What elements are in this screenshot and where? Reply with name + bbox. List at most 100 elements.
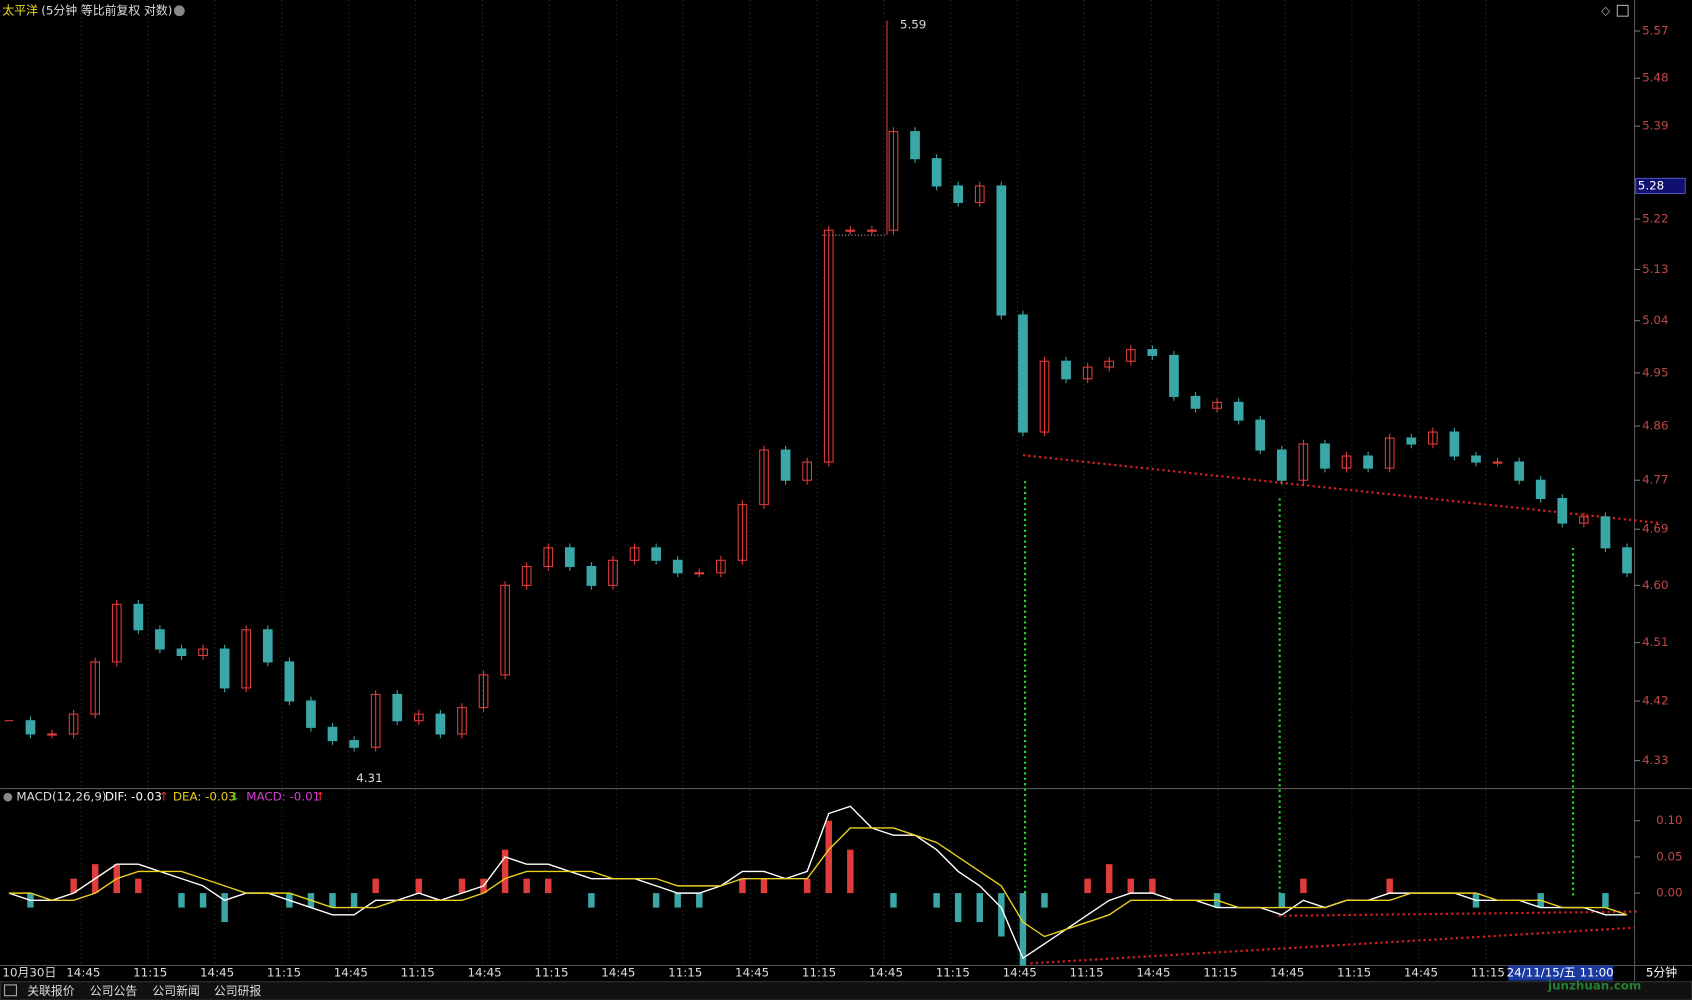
indicator-icon[interactable]	[3, 792, 13, 802]
y-tick-label: 5.48	[1642, 71, 1668, 85]
x-tick-label: 14:45	[1136, 966, 1170, 980]
macd-bar	[976, 893, 984, 923]
toolbar-tab[interactable]: 公司公告	[90, 984, 138, 998]
candle	[1039, 360, 1050, 433]
candle	[716, 559, 726, 574]
macd-bar	[1278, 893, 1286, 908]
candle	[327, 726, 338, 742]
cursor-time-box	[1508, 965, 1613, 981]
macd-bar	[199, 893, 207, 908]
candle	[1600, 516, 1611, 549]
y-tick-label: 4.95	[1642, 365, 1668, 379]
current-price-label: 5.28	[1638, 178, 1664, 192]
indicator-title: MACD(12,26,9)	[16, 790, 106, 804]
macd-bar	[329, 893, 336, 908]
x-tick-label: 11:15	[1337, 966, 1371, 980]
y-tick-label: 4.51	[1642, 635, 1668, 649]
candle	[1276, 449, 1287, 481]
candle	[68, 713, 79, 735]
candle	[1579, 516, 1589, 524]
candle	[1061, 360, 1071, 380]
candle	[47, 733, 57, 736]
candle	[672, 559, 683, 574]
y-tick-label: 0.00	[1656, 886, 1682, 900]
icon[interactable]	[1616, 4, 1629, 17]
candle	[241, 629, 252, 689]
candle	[737, 504, 748, 561]
candle	[1233, 401, 1244, 421]
candle	[111, 603, 122, 663]
y-tick-label: 5.13	[1642, 262, 1668, 276]
x-tick-label: 11:15	[1069, 966, 1103, 980]
x-tick-label: 14:45	[66, 966, 100, 980]
trend-line	[1030, 926, 1635, 965]
y-tick-label: 4.60	[1642, 578, 1668, 592]
macd-bar	[178, 893, 185, 908]
candle	[25, 720, 36, 735]
macd-bar	[1105, 864, 1113, 894]
x-tick-label: 11:15	[936, 966, 970, 980]
icon[interactable]: ◇	[1601, 3, 1611, 17]
x-tick-label: 10月30日	[2, 966, 56, 980]
candle	[867, 229, 877, 232]
settings-icon[interactable]	[173, 5, 185, 17]
candle	[1514, 461, 1524, 481]
x-tick-label: 14:45	[334, 966, 368, 980]
legend-arrow: ↑	[315, 790, 325, 804]
x-tick-label: 11:15	[802, 966, 836, 980]
y-tick-label: 4.42	[1642, 694, 1668, 708]
candle	[1492, 461, 1503, 464]
y-tick-label: 4.86	[1642, 419, 1668, 433]
candle	[392, 693, 403, 722]
candle	[910, 131, 920, 160]
macd-bar	[998, 893, 1005, 937]
toolbar-tab[interactable]: 关联报价	[27, 984, 75, 998]
y-tick-label: 5.22	[1642, 212, 1668, 226]
macd-bar	[739, 878, 746, 894]
indicator-line	[8, 827, 1628, 938]
candle	[759, 449, 769, 506]
x-tick-label: 11:15	[668, 966, 702, 980]
candle	[1212, 401, 1222, 409]
candle	[1363, 455, 1373, 469]
candle	[1341, 455, 1352, 469]
candle	[176, 648, 187, 657]
period-label: 5分钟	[1646, 966, 1677, 980]
candle	[284, 661, 295, 702]
candle	[435, 713, 446, 735]
macd-bar	[803, 878, 811, 894]
trend-line	[1278, 910, 1640, 917]
x-tick-label: 11:15	[401, 966, 435, 980]
y-tick-label: 5.57	[1642, 24, 1668, 38]
macd-bar	[652, 893, 660, 908]
candle	[133, 603, 144, 631]
macd-bar	[1084, 878, 1091, 894]
legend-entry: DEA: -0.03	[173, 790, 236, 804]
macd-bar	[135, 878, 142, 894]
toolbar-tab[interactable]: 公司研报	[214, 984, 262, 998]
candle	[888, 131, 899, 231]
macd-bar	[501, 849, 509, 894]
candle	[974, 185, 985, 203]
macd-bar	[890, 893, 897, 908]
candle	[1255, 419, 1266, 451]
candle	[1622, 547, 1632, 574]
legend-arrow: ↓	[230, 790, 240, 804]
x-tick-label: 14:45	[1003, 966, 1037, 980]
low-label: 4.31	[356, 771, 382, 785]
candle	[219, 648, 230, 689]
x-tick-label: 11:15	[267, 966, 301, 980]
macd-bar	[545, 878, 552, 894]
candle	[90, 661, 101, 715]
candle	[349, 740, 359, 748]
candle	[478, 674, 489, 709]
y-tick-label: 5.39	[1642, 119, 1668, 133]
candle	[1406, 437, 1417, 445]
macd-bar	[1386, 878, 1393, 894]
macd-bar	[588, 893, 595, 908]
candle	[4, 720, 14, 722]
toolbar-tab[interactable]: 公司新闻	[152, 984, 199, 998]
